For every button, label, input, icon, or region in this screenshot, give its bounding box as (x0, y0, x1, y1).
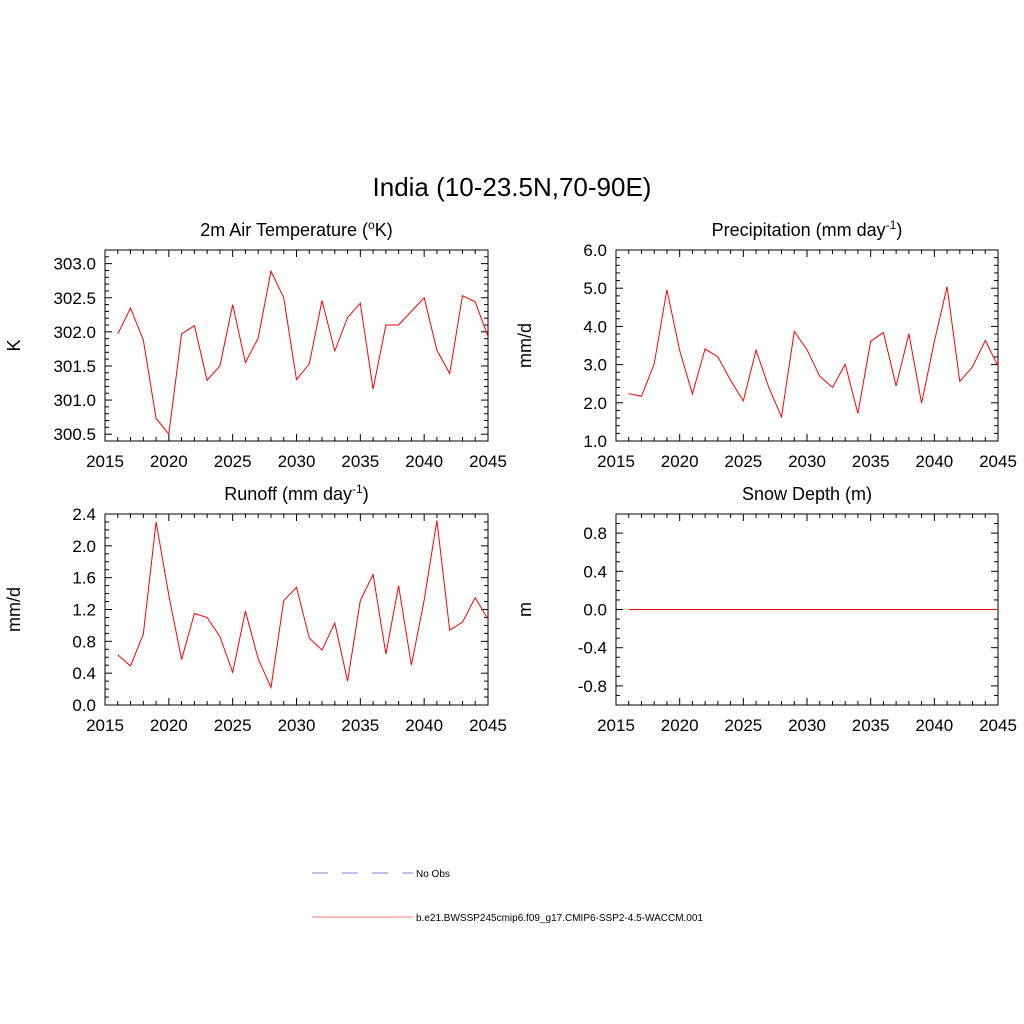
series-line (628, 286, 999, 419)
y-tick-label: 2.0 (72, 537, 96, 556)
panel-runoff: Runoff (mm day-1) mm/d 2015 2020 2025 2030 203… (4, 482, 507, 735)
panel-snow-depth: Snow Depth (m) m 2015 2020 2025 2030 2035 2040 2… (515, 484, 1017, 735)
panel-title-superscript: o (368, 218, 375, 232)
y-tick-label: 301.0 (53, 391, 96, 410)
x-tick-label: 2040 (405, 452, 443, 471)
panel-title-suffix: ) (363, 484, 369, 504)
y-tick-label: 3.0 (583, 356, 607, 375)
y-tick-label: 0.0 (583, 601, 607, 620)
y-tick-label: 0.8 (583, 524, 607, 543)
y-tick-label: 1.2 (72, 601, 96, 620)
y-tick-label: 302.5 (53, 289, 96, 308)
panel-title: Snow Depth (m) (742, 484, 872, 504)
series-line (117, 269, 489, 436)
plot-frame (104, 249, 489, 442)
y-tick-label: 0.4 (72, 664, 96, 683)
y-axis-label: m (515, 602, 535, 617)
series-line (117, 520, 489, 690)
panel-title-text: 2m Air Temperature ( (200, 220, 368, 240)
legend-label-model: b.e21.BWSSP245cmip6.f09_g17.CMIP6-SSP2-4… (416, 913, 703, 924)
x-tick-label: 2035 (341, 716, 379, 735)
x-tick-label: 2045 (469, 452, 507, 471)
y-tick-label: 1.6 (72, 569, 96, 588)
x-tick-label: 2030 (278, 716, 316, 735)
legend: No Obs b.e21.BWSSP245cmip6.f09_g17.CMIP6… (312, 869, 703, 924)
y-tick-label: 4.0 (583, 317, 607, 336)
panel-precipitation: Precipitation (mm day-1) mm/d 2015 2020 2025… (515, 218, 1017, 471)
x-tick-label: 2045 (979, 716, 1017, 735)
legend-label-no-obs: No Obs (416, 869, 450, 880)
y-tick-label: 5.0 (583, 279, 607, 298)
y-tick-label: 300.5 (53, 425, 96, 444)
x-tick-label: 2025 (724, 716, 762, 735)
x-tick-label: 2040 (405, 716, 443, 735)
x-tick-label: 2030 (788, 716, 826, 735)
panel-title-text: Snow Depth (m) (742, 484, 872, 504)
y-tick-label: -0.4 (578, 639, 607, 658)
x-tick-label: 2015 (597, 716, 635, 735)
x-tick-label: 2020 (150, 452, 188, 471)
panel-title-superscript: -1 (886, 218, 897, 232)
y-tick-label: 301.5 (53, 357, 96, 376)
x-tick-label: 2030 (788, 452, 826, 471)
y-axis-label: mm/d (4, 587, 24, 632)
x-tick-label: 2035 (852, 716, 890, 735)
x-tick-label: 2045 (469, 716, 507, 735)
y-tick-label: 0.8 (72, 632, 96, 651)
x-tick-label: 2020 (661, 716, 699, 735)
x-tick-label: 2025 (214, 716, 252, 735)
panel-title: Precipitation (mm day-1) (712, 218, 903, 240)
x-tick-label: 2015 (597, 452, 635, 471)
x-tick-label: 2030 (278, 452, 316, 471)
y-tick-label: 2.4 (72, 505, 96, 524)
y-axis-label: mm/d (515, 323, 535, 368)
y-tick-label: 0.0 (72, 696, 96, 715)
x-tick-label: 2025 (724, 452, 762, 471)
panel-title-text: Precipitation (mm day (712, 220, 886, 240)
x-tick-label: 2035 (341, 452, 379, 471)
x-tick-label: 2025 (214, 452, 252, 471)
panel-temperature: 2m Air Temperature (oK) K 2015 2020 2025 2030… (4, 218, 507, 471)
y-tick-label: 2.0 (583, 394, 607, 413)
x-tick-label: 2035 (852, 452, 890, 471)
plot-frame (615, 249, 999, 442)
y-tick-label: 0.4 (583, 562, 607, 581)
x-tick-label: 2020 (661, 452, 699, 471)
panel-title-suffix: ) (896, 220, 902, 240)
panel-title-superscript: -1 (352, 482, 363, 496)
panel-title-suffix: K) (375, 220, 393, 240)
y-tick-label: 1.0 (583, 432, 607, 451)
x-tick-label: 2015 (86, 716, 124, 735)
y-tick-label: 303.0 (53, 255, 96, 274)
panel-title: Runoff (mm day-1) (224, 482, 368, 504)
y-tick-label: 6.0 (583, 241, 607, 260)
figure-title: India (10-23.5N,70-90E) (373, 172, 652, 202)
y-tick-label: -0.8 (578, 677, 607, 696)
x-tick-label: 2045 (979, 452, 1017, 471)
x-tick-label: 2020 (150, 716, 188, 735)
y-axis-label: K (4, 339, 24, 351)
panel-title: 2m Air Temperature (oK) (200, 218, 392, 240)
x-tick-label: 2015 (86, 452, 124, 471)
x-tick-label: 2040 (915, 716, 953, 735)
x-tick-label: 2040 (915, 452, 953, 471)
plot-frame (104, 513, 489, 706)
y-tick-label: 302.0 (53, 323, 96, 342)
panel-title-text: Runoff (mm day (224, 484, 352, 504)
